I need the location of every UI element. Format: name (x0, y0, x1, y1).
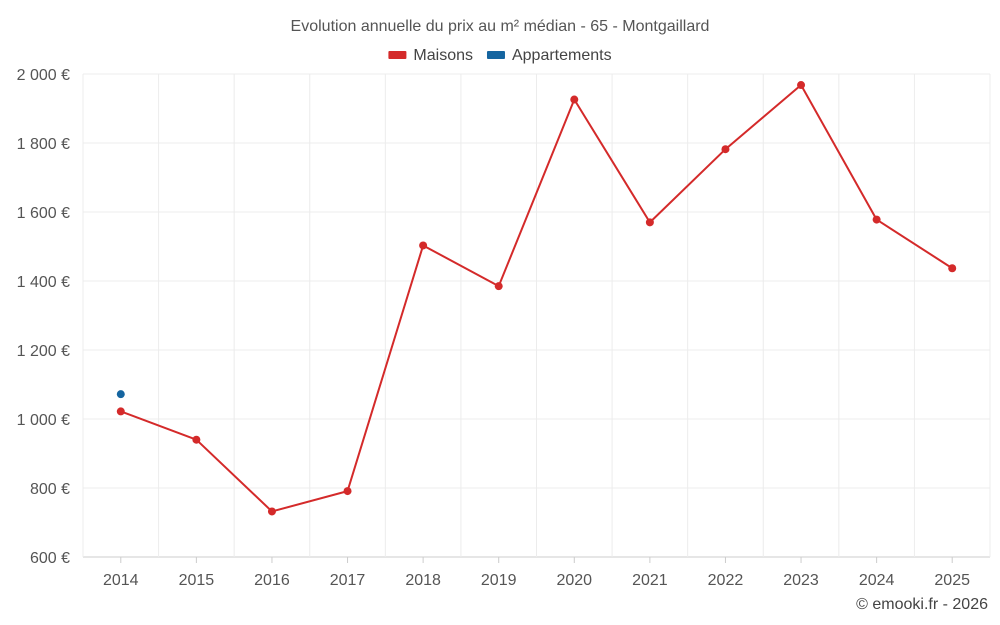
x-tick-label: 2015 (179, 572, 215, 589)
chart-legend[interactable]: Maisons Appartements (388, 47, 612, 64)
x-tick-label: 2025 (934, 572, 970, 589)
series-maisons (116, 81, 957, 516)
legend-swatch (388, 51, 407, 59)
x-axis-ticks: 2014 2015 2016 2017 2018 2019 2020 2021 2022 2023… (103, 557, 970, 589)
grid-lines (82, 73, 991, 558)
data-point[interactable] (872, 215, 881, 224)
data-point[interactable] (192, 435, 201, 444)
y-tick-label: 1 600 € (17, 205, 70, 222)
series-layer (116, 81, 957, 516)
legend-label: Maisons (413, 47, 473, 64)
y-tick-label: 2 000 € (17, 67, 70, 84)
legend-label: Appartements (512, 47, 612, 64)
x-tick-label: 2020 (556, 572, 592, 589)
y-tick-label: 1 000 € (17, 412, 70, 429)
x-tick-label: 2014 (103, 572, 139, 589)
data-point[interactable] (267, 507, 276, 516)
data-point[interactable] (645, 218, 654, 227)
data-point[interactable] (721, 145, 730, 154)
y-axis-ticks: 600 € 800 € 1 000 € 1 200 € 1 400 € 1 600 € 1 … (17, 67, 70, 567)
data-point[interactable] (419, 241, 428, 250)
x-tick-label: 2022 (708, 572, 744, 589)
copyright-text: © emooki.fr - 2026 (856, 596, 988, 613)
data-point[interactable] (116, 407, 125, 416)
data-point[interactable] (343, 487, 352, 496)
x-tick-label: 2016 (254, 572, 290, 589)
data-point[interactable] (797, 81, 806, 90)
x-tick-label: 2023 (783, 572, 819, 589)
x-tick-label: 2024 (859, 572, 895, 589)
x-tick-label: 2019 (481, 572, 517, 589)
y-tick-label: 1 800 € (17, 136, 70, 153)
y-tick-label: 1 400 € (17, 274, 70, 291)
legend-item-maisons[interactable]: Maisons (388, 47, 473, 64)
legend-item-appartements[interactable]: Appartements (486, 47, 612, 64)
legend-swatch (486, 51, 505, 59)
y-tick-label: 1 200 € (17, 343, 70, 360)
y-tick-label: 800 € (30, 481, 70, 498)
data-point[interactable] (948, 264, 957, 273)
y-tick-label: 600 € (30, 550, 70, 567)
x-tick-label: 2018 (405, 572, 441, 589)
series-line (120, 84, 953, 513)
data-point[interactable] (116, 390, 125, 399)
x-tick-label: 2017 (330, 572, 366, 589)
chart-title: Evolution annuelle du prix au m² médian … (291, 18, 710, 35)
data-point[interactable] (570, 95, 579, 104)
x-tick-label: 2021 (632, 572, 668, 589)
data-point[interactable] (494, 282, 503, 291)
series-appartements (116, 390, 125, 399)
